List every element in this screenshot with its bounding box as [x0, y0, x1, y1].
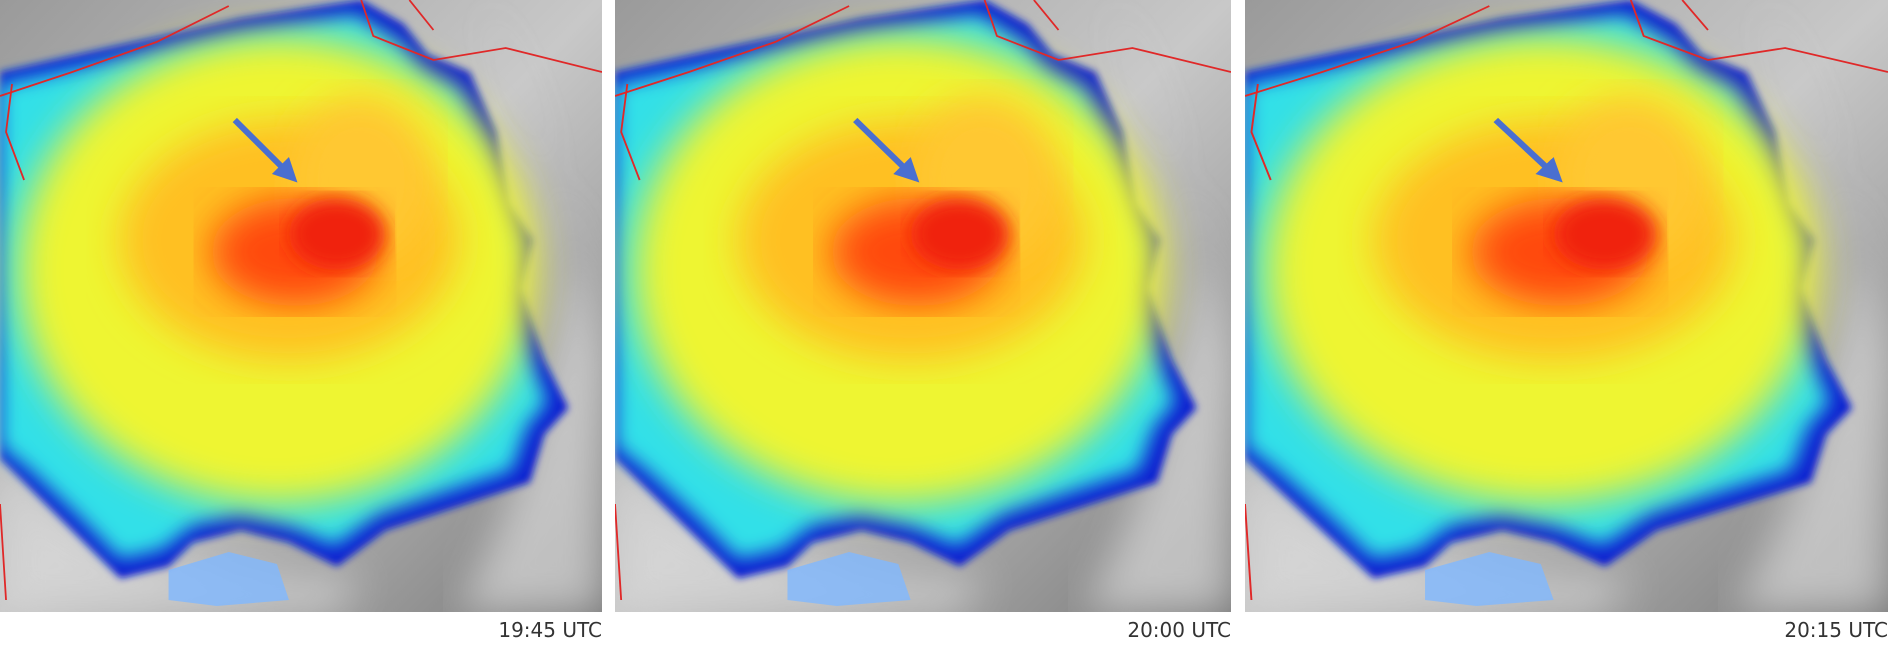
- time-label: 19:45 UTC: [498, 618, 602, 642]
- satellite-image: [615, 0, 1231, 612]
- image-content: [0, 0, 602, 612]
- image-content: [1245, 0, 1888, 612]
- time-label: 20:00 UTC: [1127, 618, 1231, 642]
- satellite-image: [0, 0, 602, 612]
- time-label: 20:15 UTC: [1784, 618, 1888, 642]
- image-content: [615, 0, 1231, 612]
- satellite-image: [1245, 0, 1888, 612]
